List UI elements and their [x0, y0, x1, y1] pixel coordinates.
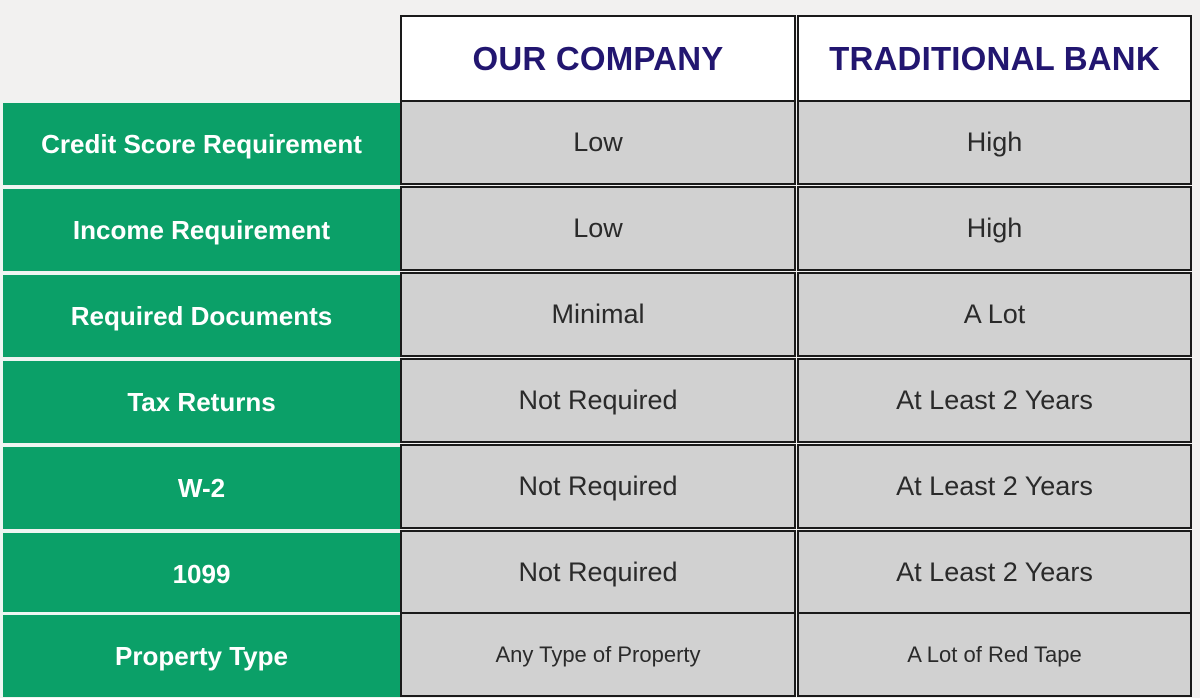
cell-our-company-credit-score-requirement: Low [400, 100, 796, 185]
table-row: Income Requirement Low High [0, 186, 1200, 271]
table-row: Property Type Any Type of Property A Lot… [0, 612, 1200, 697]
table-row: Credit Score Requirement Low High [0, 100, 1200, 185]
cell-traditional-bank-tax-returns: At Least 2 Years [797, 358, 1192, 443]
cell-our-company-w-2: Not Required [400, 444, 796, 529]
row-label-tax-returns: Tax Returns [0, 358, 400, 443]
cell-traditional-bank-credit-score-requirement: High [797, 100, 1192, 185]
cell-our-company-property-type: Any Type of Property [400, 612, 796, 697]
cell-traditional-bank-1099: At Least 2 Years [797, 530, 1192, 615]
row-label-w-2: W-2 [0, 444, 400, 529]
cell-our-company-income-requirement: Low [400, 186, 796, 271]
row-label-1099: 1099 [0, 530, 400, 615]
cell-traditional-bank-property-type: A Lot of Red Tape [797, 612, 1192, 697]
cell-traditional-bank-income-requirement: High [797, 186, 1192, 271]
row-label-income-requirement: Income Requirement [0, 186, 400, 271]
table-row: W-2 Not Required At Least 2 Years [0, 444, 1200, 529]
cell-traditional-bank-w-2: At Least 2 Years [797, 444, 1192, 529]
table-row: 1099 Not Required At Least 2 Years [0, 530, 1200, 615]
row-label-property-type: Property Type [0, 612, 400, 697]
table-header-row: OUR COMPANY TRADITIONAL BANK [0, 15, 1200, 103]
cell-our-company-1099: Not Required [400, 530, 796, 615]
column-header-our-company: OUR COMPANY [400, 15, 796, 103]
table-corner-cell [0, 15, 400, 103]
table-row: Required Documents Minimal A Lot [0, 272, 1200, 357]
row-label-credit-score-requirement: Credit Score Requirement [0, 100, 400, 185]
cell-traditional-bank-required-documents: A Lot [797, 272, 1192, 357]
row-label-required-documents: Required Documents [0, 272, 400, 357]
cell-our-company-required-documents: Minimal [400, 272, 796, 357]
table-row: Tax Returns Not Required At Least 2 Year… [0, 358, 1200, 443]
cell-our-company-tax-returns: Not Required [400, 358, 796, 443]
column-header-traditional-bank: TRADITIONAL BANK [797, 15, 1192, 103]
